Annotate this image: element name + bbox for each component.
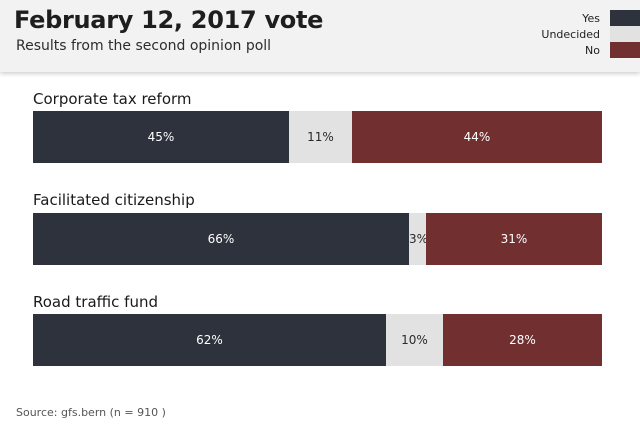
stacked-bar: 66% 3% 31% [33, 213, 602, 265]
bar-category-label: Corporate tax reform [33, 90, 192, 108]
bar-segment-undecided: 10% [386, 314, 443, 366]
chart-header: February 12, 2017 vote Results from the … [0, 0, 640, 72]
legend-label-undecided: Undecided [541, 28, 600, 41]
bar-category-label: Road traffic fund [33, 293, 158, 311]
legend-swatch-undecided [610, 26, 640, 42]
data-label: 3% [409, 232, 429, 246]
bar-segment-yes: 45% [33, 111, 289, 163]
bar-segment-undecided: 3% [409, 213, 429, 265]
bar-segment-no: 44% [352, 111, 602, 163]
chart-subtitle: Results from the second opinion poll [16, 38, 272, 54]
data-label: 44% [463, 130, 491, 144]
bar-segment-no: 28% [443, 314, 602, 366]
stacked-bar: 62% 10% 28% [33, 314, 602, 366]
data-label: 66% [207, 232, 235, 246]
chart-title: February 12, 2017 vote [14, 6, 324, 34]
source-note: Source: gfs.bern (n = 910 ) [16, 406, 166, 419]
data-label: 62% [196, 333, 223, 347]
legend-label-yes: Yes [582, 12, 600, 25]
legend-swatch-yes [610, 10, 640, 26]
data-label: 11% [307, 130, 334, 144]
data-label: 28% [509, 333, 536, 347]
data-label: 31% [500, 232, 528, 246]
bar-segment-yes: 66% [33, 213, 409, 265]
legend-label-no: No [585, 44, 600, 57]
stacked-bar: 45% 11% 44% [33, 111, 602, 163]
data-label: 10% [401, 333, 428, 347]
bar-category-label: Facilitated citizenship [33, 191, 195, 209]
data-label: 45% [147, 130, 175, 144]
bar-segment-no: 31% [426, 213, 602, 265]
bar-segment-undecided: 11% [289, 111, 352, 163]
legend-swatch-no [610, 42, 640, 58]
bar-segment-yes: 62% [33, 314, 386, 366]
